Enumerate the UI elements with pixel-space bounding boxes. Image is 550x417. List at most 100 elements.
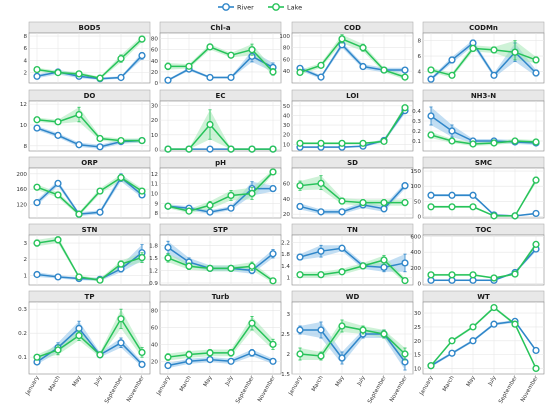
- y-tick-label: 0.1: [412, 139, 421, 145]
- lake-point: [227, 51, 235, 59]
- river-point: [338, 208, 346, 216]
- panel-codmn: CODMn 4 6 8: [417, 21, 545, 84]
- lake-point: [33, 183, 41, 191]
- legend-item-lake: Lake: [268, 3, 302, 11]
- river-point: [248, 349, 256, 357]
- lake-point: [448, 337, 456, 345]
- lake-point: [96, 134, 104, 143]
- x-tick-label: November: [257, 374, 277, 403]
- lake-point: [269, 145, 277, 153]
- y-tick-label: 2.2: [281, 240, 290, 246]
- lake-point: [138, 348, 146, 357]
- y-tick-label: 0.3: [412, 119, 421, 125]
- lake-point: [296, 182, 304, 190]
- lake-point: [427, 131, 435, 139]
- y-tick-label: 0.3: [18, 307, 27, 313]
- plot-area: [291, 301, 414, 375]
- lake-point: [248, 46, 256, 54]
- lake-point: [138, 253, 146, 262]
- lake-point: [117, 55, 125, 63]
- lake-point: [359, 326, 367, 334]
- river-point: [164, 243, 172, 252]
- y-tick-label: 160: [16, 187, 27, 193]
- y-tick-label: 6: [417, 54, 421, 60]
- y-tick-label: 200: [410, 266, 421, 272]
- lake-point: [138, 136, 146, 145]
- river-point: [206, 73, 214, 82]
- panel-title: Turb: [212, 293, 229, 301]
- lake-point: [380, 330, 388, 338]
- y-tick-label: 1: [23, 273, 27, 279]
- lake-point: [490, 274, 498, 282]
- lake-point: [227, 264, 235, 272]
- river-point: [296, 253, 304, 261]
- river-point: [296, 326, 304, 334]
- river-point: [75, 141, 83, 149]
- lake-point: [164, 62, 172, 70]
- y-tick-label: 2.5: [281, 332, 290, 338]
- lake-ci-band: [300, 320, 405, 360]
- lake-ci-band: [37, 107, 142, 143]
- y-tick-label: 60: [283, 181, 291, 187]
- y-tick-label: 0.2: [18, 331, 27, 337]
- plot-area: [422, 301, 545, 375]
- lake-point: [185, 145, 193, 153]
- river-point: [54, 273, 62, 281]
- x-tick-label: September: [235, 374, 256, 404]
- panel-do: DO 8 10 12: [20, 89, 151, 152]
- lake-point: [317, 139, 325, 147]
- y-tick-label: 10: [151, 133, 159, 139]
- y-tick-label: 40: [151, 342, 159, 348]
- lake-point: [296, 139, 304, 147]
- river-point: [338, 354, 346, 362]
- y-tick-label: 0: [154, 81, 158, 87]
- lake-point: [96, 351, 104, 359]
- river-point: [532, 346, 540, 355]
- y-tick-label: 1.8: [149, 243, 158, 249]
- lake-point: [185, 350, 193, 359]
- chart-legend: River Lake: [218, 3, 302, 11]
- lake-point: [75, 70, 83, 78]
- y-tick-label: 40: [283, 197, 291, 203]
- river-ci-band: [300, 182, 405, 215]
- river-point: [164, 361, 172, 370]
- lake-point: [296, 271, 304, 279]
- lake-point: [338, 322, 346, 330]
- river-point: [490, 320, 498, 328]
- lake-point: [117, 260, 125, 268]
- lake-point: [206, 120, 214, 129]
- lake-point: [248, 189, 256, 198]
- facet-panels: BOD52468Chl-a020406080COD406080100CODMn4…: [16, 21, 545, 405]
- y-tick-label: 12: [151, 172, 158, 178]
- y-tick-label: 1.5: [149, 256, 158, 262]
- lake-point: [401, 276, 409, 285]
- river-point: [448, 349, 456, 357]
- panel-sd: SD 20 40 60: [283, 156, 414, 219]
- lake-point: [269, 340, 277, 348]
- river-point: [448, 127, 456, 135]
- river-point: [401, 259, 409, 267]
- river-point: [532, 209, 540, 218]
- lake-point: [54, 118, 62, 126]
- lake-point: [511, 137, 519, 145]
- y-tick-label: 10: [283, 142, 291, 148]
- lake-point: [469, 44, 477, 52]
- y-tick-label: 120: [16, 203, 27, 209]
- lake-point: [469, 271, 477, 279]
- lake-point: [469, 203, 477, 211]
- lake-ci-band: [168, 44, 273, 76]
- panel-title: DO: [84, 92, 96, 100]
- x-tick-label: September: [367, 374, 388, 404]
- lake-point: [33, 116, 41, 124]
- river-ci-band: [168, 50, 273, 82]
- y-tick-label: 2: [286, 352, 290, 358]
- y-tick-label: 60: [151, 325, 159, 331]
- panel-title: pH: [215, 159, 226, 167]
- lake-point: [401, 199, 409, 207]
- river-point: [138, 360, 146, 369]
- y-tick-label: 0.1: [18, 355, 27, 361]
- river-ci-band: [37, 173, 142, 217]
- lake-point: [317, 179, 325, 187]
- river-point: [317, 247, 325, 255]
